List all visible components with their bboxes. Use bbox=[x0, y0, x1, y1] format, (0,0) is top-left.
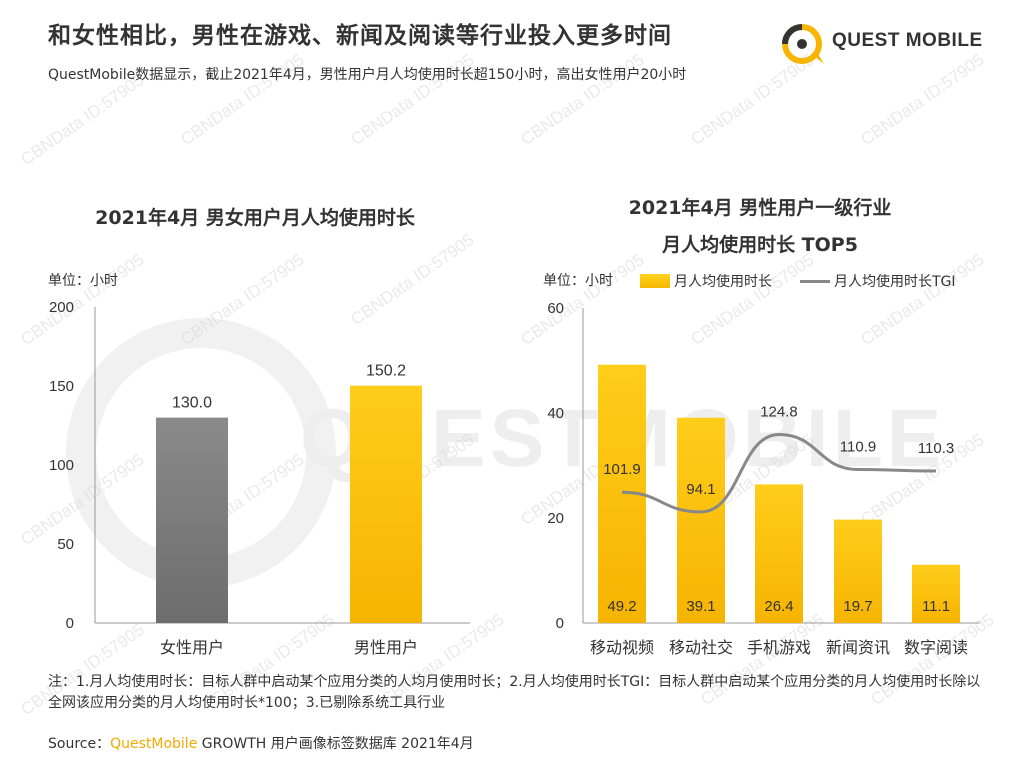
watermark-text: CBNData ID:57905 bbox=[17, 70, 148, 170]
left-y-tick-label: 200 bbox=[49, 299, 74, 316]
right-bar-value-label: 39.1 bbox=[686, 598, 715, 615]
tgi-value-label: 124.8 bbox=[760, 404, 798, 421]
right-y-tick-label: 0 bbox=[556, 615, 564, 632]
right-bar bbox=[755, 484, 803, 623]
left-y-tick-label: 150 bbox=[49, 378, 74, 395]
left-bar-value-label: 130.0 bbox=[172, 395, 212, 412]
right-x-tick-label: 移动视频 bbox=[590, 639, 654, 657]
left-bar bbox=[350, 385, 422, 623]
legend-line-label: 月人均使用时长TGI bbox=[834, 274, 956, 290]
legend-line-swatch bbox=[800, 280, 830, 283]
right-x-tick-label: 新闻资讯 bbox=[826, 639, 890, 657]
right-y-tick-label: 40 bbox=[547, 405, 564, 422]
right-chart-title-line2: 月人均使用时长 TOP5 bbox=[662, 234, 858, 256]
right-x-tick-label: 移动社交 bbox=[669, 639, 733, 657]
right-bar bbox=[834, 519, 882, 623]
right-chart-unit: 单位：小时 bbox=[543, 273, 613, 289]
right-y-tick-label: 60 bbox=[547, 300, 564, 317]
quest-mobile-logo-text: QUEST MOBILE bbox=[832, 30, 983, 51]
left-bar bbox=[156, 417, 228, 623]
footnote: 注：1.月人均使用时长：目标人群中启动某个应用分类的人均月使用时长；2.月人均使… bbox=[48, 674, 981, 711]
right-y-tick-label: 20 bbox=[547, 510, 564, 527]
source-brand: QuestMobile bbox=[110, 736, 198, 752]
left-x-tick-label: 男性用户 bbox=[354, 639, 418, 657]
quest-mobile-logo: QUEST MOBILE bbox=[778, 18, 998, 70]
right-bar bbox=[677, 417, 725, 623]
legend-bar-label: 月人均使用时长 bbox=[674, 274, 772, 290]
left-x-tick-label: 女性用户 bbox=[160, 638, 224, 657]
tgi-value-label: 110.9 bbox=[840, 439, 876, 456]
left-y-tick-label: 50 bbox=[57, 536, 74, 553]
left-chart-title: 2021年4月 男女用户月人均使用时长 bbox=[95, 207, 415, 229]
quest-mobile-logo-icon bbox=[782, 24, 824, 64]
right-x-tick-label: 数字阅读 bbox=[904, 639, 968, 657]
tgi-line bbox=[621, 433, 937, 514]
left-chart-unit: 单位：小时 bbox=[48, 273, 118, 289]
page-subtitle: QuestMobile数据显示，截止2021年4月，男性用户月人均使用时长超15… bbox=[48, 67, 687, 83]
source-prefix: Source： bbox=[48, 736, 111, 752]
source-rest: GROWTH 用户画像标签数据库 2021年4月 bbox=[197, 736, 474, 752]
right-bar-value-label: 49.2 bbox=[607, 598, 636, 615]
source-line: Source：QuestMobile GROWTH 用户画像标签数据库 2021… bbox=[48, 733, 474, 753]
left-y-tick-label: 0 bbox=[66, 615, 74, 632]
right-x-tick-label: 手机游戏 bbox=[747, 639, 811, 657]
left-bar-chart: 0 50 100 150 200 130.0 女性用户 150.2 男性用户 bbox=[49, 299, 470, 657]
left-bar-value-label: 150.2 bbox=[366, 363, 406, 380]
page-title: 和女性相比，男性在游戏、新闻及阅读等行业投入更多时间 bbox=[48, 23, 672, 49]
tgi-value-label: 110.3 bbox=[918, 440, 954, 457]
right-bar bbox=[912, 564, 960, 623]
right-bar-value-label: 19.7 bbox=[843, 598, 872, 615]
right-bar-value-label: 26.4 bbox=[764, 598, 793, 615]
left-y-tick-label: 100 bbox=[49, 457, 74, 474]
right-combo-chart: 0 20 40 60 49.2 移动视频 39.1 移动社交 26.4 手机游戏 19.7 新闻资讯 1… bbox=[547, 300, 980, 657]
tgi-value-label: 101.9 bbox=[603, 461, 641, 478]
right-bar-value-label: 11.1 bbox=[922, 598, 950, 615]
tgi-value-label: 94.1 bbox=[686, 481, 715, 498]
right-chart-title-line1: 2021年4月 男性用户一级行业 bbox=[628, 197, 892, 219]
legend-bar-swatch bbox=[640, 274, 670, 288]
